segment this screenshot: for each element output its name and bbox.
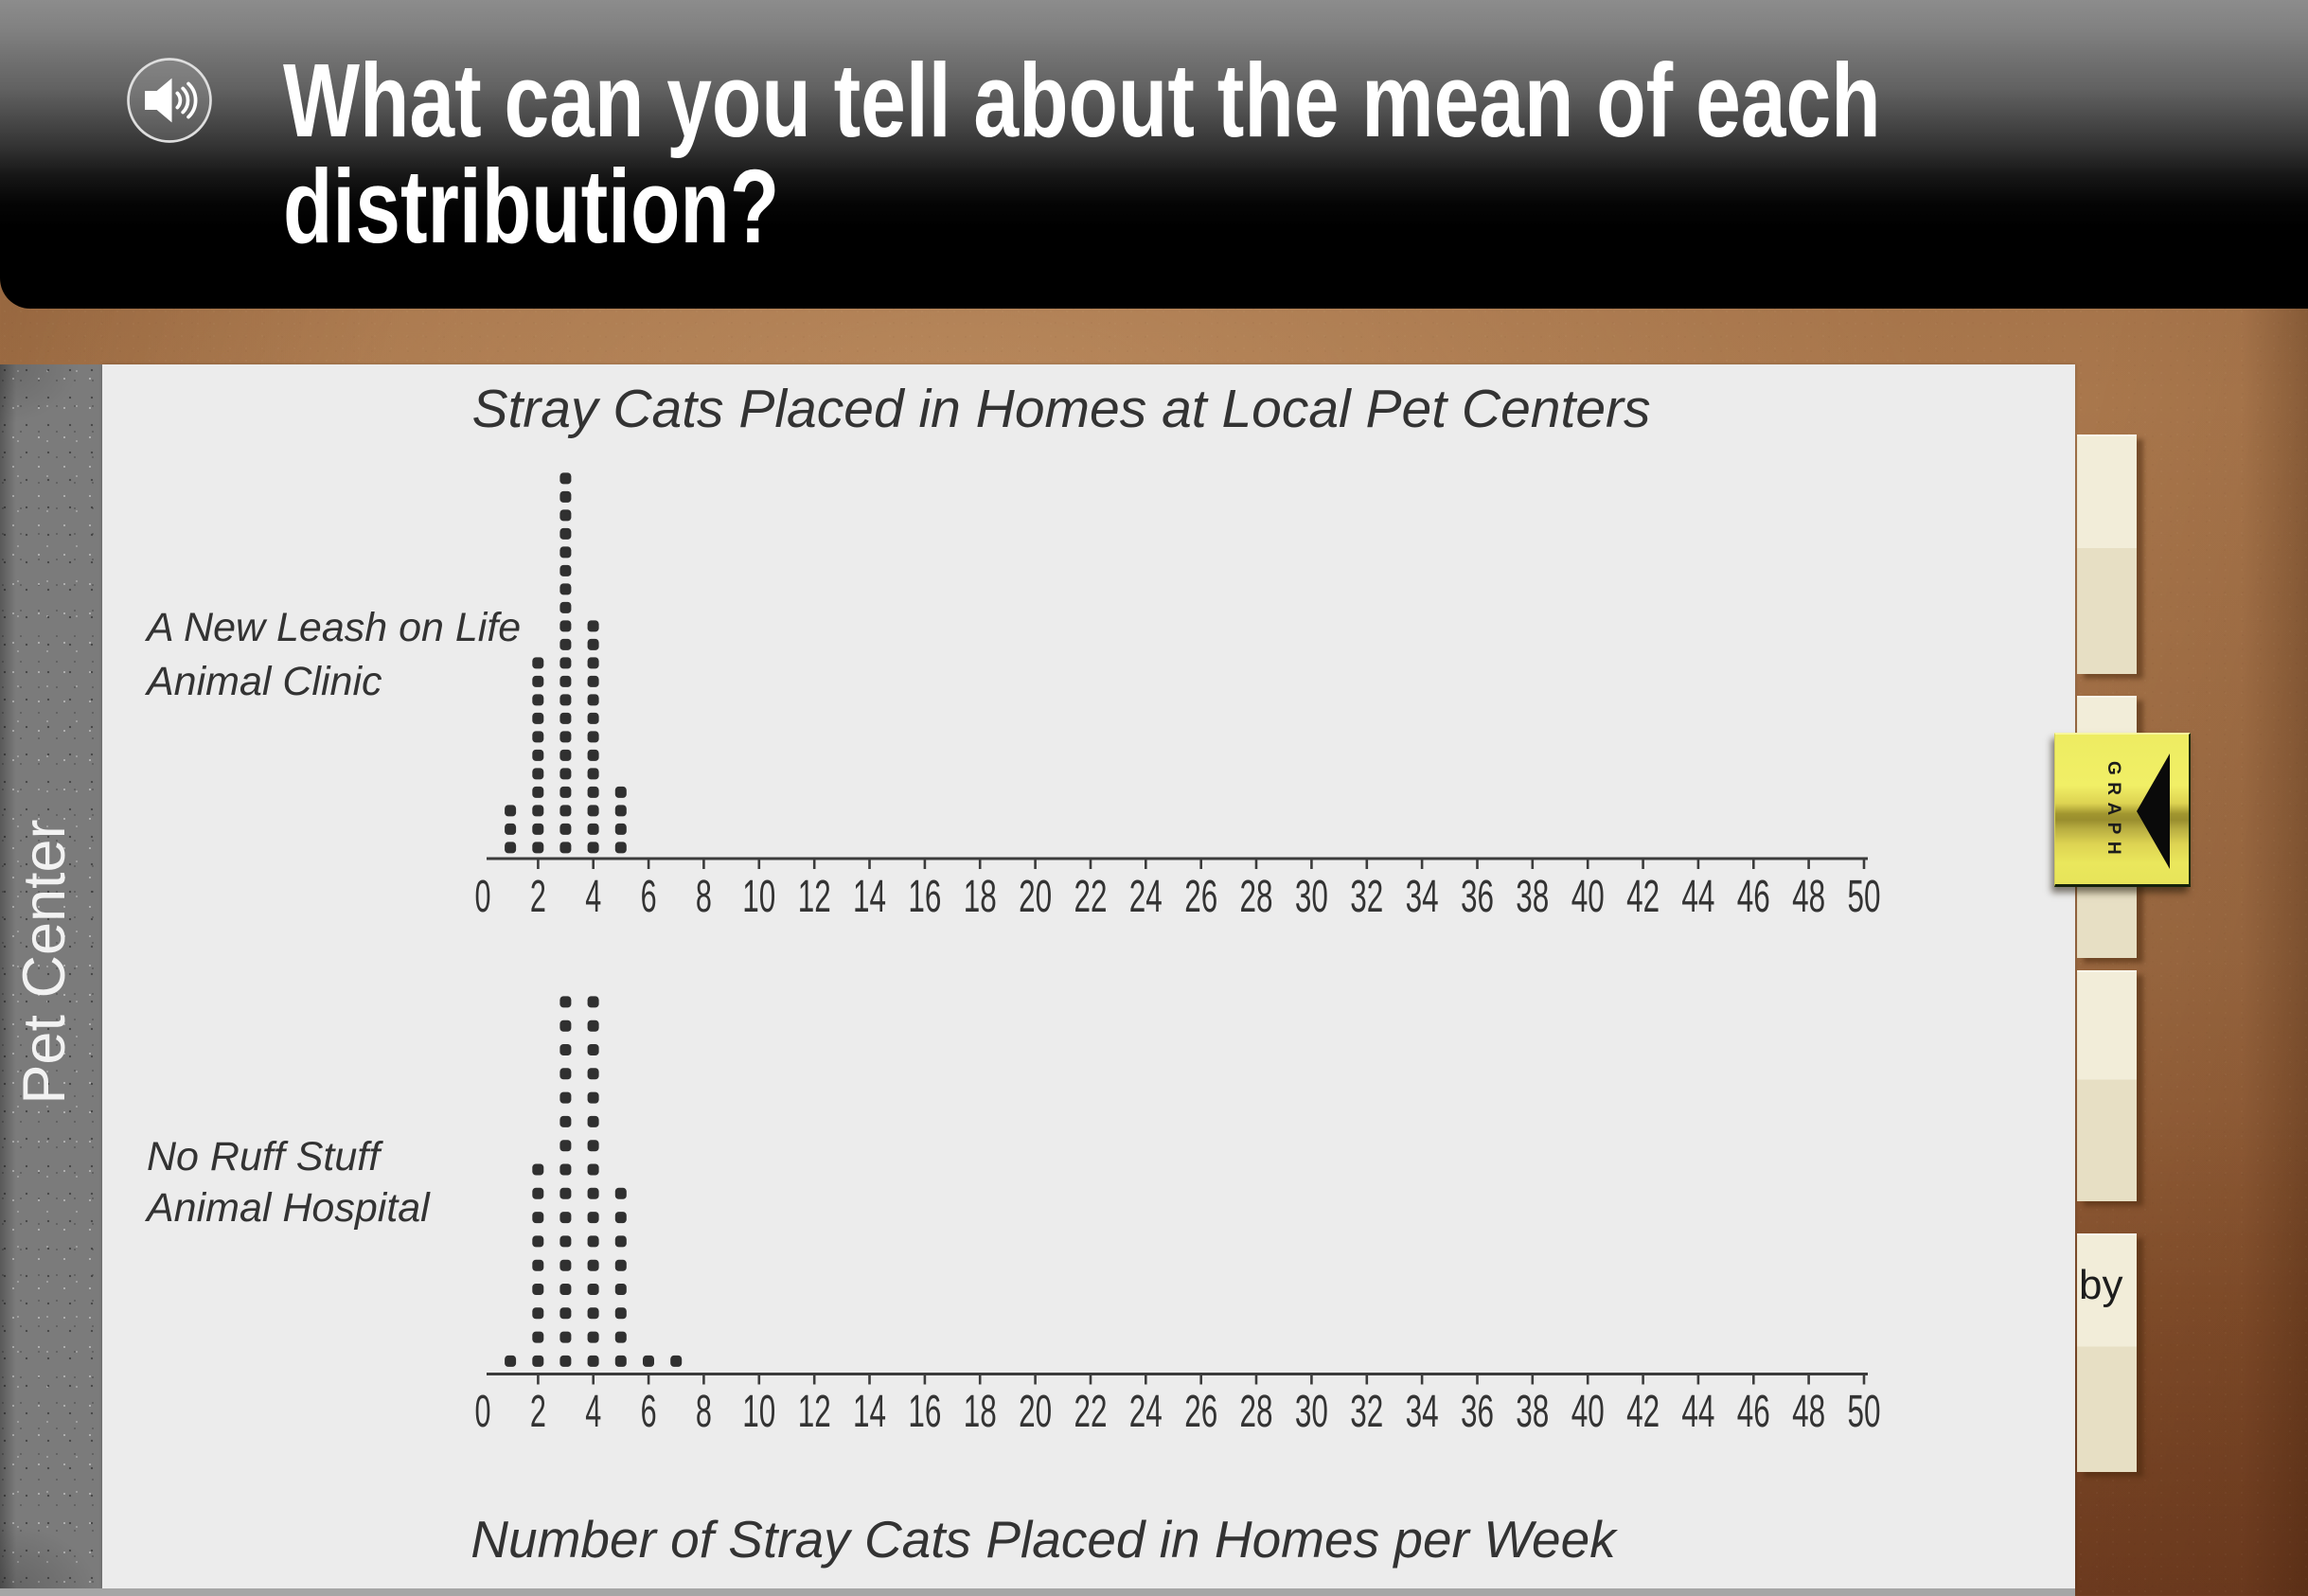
svg-text:42: 42 bbox=[1626, 1387, 1660, 1437]
svg-text:18: 18 bbox=[964, 872, 997, 922]
svg-text:22: 22 bbox=[1074, 1387, 1108, 1437]
svg-text:2: 2 bbox=[530, 1387, 546, 1437]
svg-text:22: 22 bbox=[1074, 872, 1108, 922]
svg-text:20: 20 bbox=[1019, 1387, 1052, 1437]
svg-text:40: 40 bbox=[1571, 872, 1605, 922]
svg-text:Number of Stray Cats Placed in: Number of Stray Cats Placed in Homes per… bbox=[470, 1510, 1618, 1569]
svg-text:12: 12 bbox=[798, 1387, 831, 1437]
svg-text:32: 32 bbox=[1350, 1387, 1383, 1437]
svg-text:14: 14 bbox=[853, 1387, 886, 1437]
svg-text:8: 8 bbox=[696, 1387, 712, 1437]
svg-text:28: 28 bbox=[1240, 1387, 1273, 1437]
svg-text:36: 36 bbox=[1461, 872, 1494, 922]
svg-text:20: 20 bbox=[1019, 872, 1052, 922]
svg-text:4: 4 bbox=[585, 1387, 601, 1437]
svg-text:34: 34 bbox=[1406, 872, 1439, 922]
svg-text:42: 42 bbox=[1626, 872, 1660, 922]
svg-text:44: 44 bbox=[1681, 1387, 1714, 1437]
svg-text:0: 0 bbox=[475, 1387, 491, 1437]
svg-text:2: 2 bbox=[530, 872, 546, 922]
svg-text:4: 4 bbox=[585, 872, 601, 922]
svg-text:38: 38 bbox=[1516, 1387, 1549, 1437]
svg-text:24: 24 bbox=[1129, 872, 1163, 922]
svg-text:Animal Clinic: Animal Clinic bbox=[144, 659, 382, 704]
svg-text:46: 46 bbox=[1737, 1387, 1770, 1437]
svg-text:44: 44 bbox=[1681, 872, 1714, 922]
svg-text:34: 34 bbox=[1406, 1387, 1439, 1437]
svg-text:26: 26 bbox=[1184, 872, 1217, 922]
svg-text:48: 48 bbox=[1792, 1387, 1825, 1437]
svg-text:6: 6 bbox=[641, 872, 657, 922]
svg-text:10: 10 bbox=[742, 1387, 775, 1437]
svg-text:18: 18 bbox=[964, 1387, 997, 1437]
svg-text:No Ruff Stuff: No Ruff Stuff bbox=[147, 1134, 383, 1179]
svg-text:30: 30 bbox=[1295, 1387, 1328, 1437]
svg-text:46: 46 bbox=[1737, 872, 1770, 922]
svg-text:A New Leash on Life: A New Leash on Life bbox=[144, 605, 521, 650]
svg-text:6: 6 bbox=[641, 1387, 657, 1437]
svg-text:50: 50 bbox=[1848, 1387, 1881, 1437]
svg-text:24: 24 bbox=[1129, 1387, 1163, 1437]
svg-text:28: 28 bbox=[1240, 872, 1273, 922]
svg-text:0: 0 bbox=[475, 872, 491, 922]
svg-text:16: 16 bbox=[908, 1387, 941, 1437]
svg-text:36: 36 bbox=[1461, 1387, 1494, 1437]
svg-text:32: 32 bbox=[1350, 872, 1383, 922]
svg-text:30: 30 bbox=[1295, 872, 1328, 922]
svg-text:40: 40 bbox=[1571, 1387, 1605, 1437]
svg-text:14: 14 bbox=[853, 872, 886, 922]
svg-text:Stray Cats Placed in Homes at: Stray Cats Placed in Homes at Local Pet … bbox=[471, 379, 1650, 439]
svg-text:50: 50 bbox=[1848, 872, 1881, 922]
svg-text:10: 10 bbox=[742, 872, 775, 922]
svg-text:Animal Hospital: Animal Hospital bbox=[144, 1185, 431, 1231]
svg-text:26: 26 bbox=[1184, 1387, 1217, 1437]
svg-text:16: 16 bbox=[908, 872, 941, 922]
svg-text:8: 8 bbox=[696, 872, 712, 922]
svg-text:12: 12 bbox=[798, 872, 831, 922]
svg-text:48: 48 bbox=[1792, 872, 1825, 922]
svg-text:38: 38 bbox=[1516, 872, 1549, 922]
